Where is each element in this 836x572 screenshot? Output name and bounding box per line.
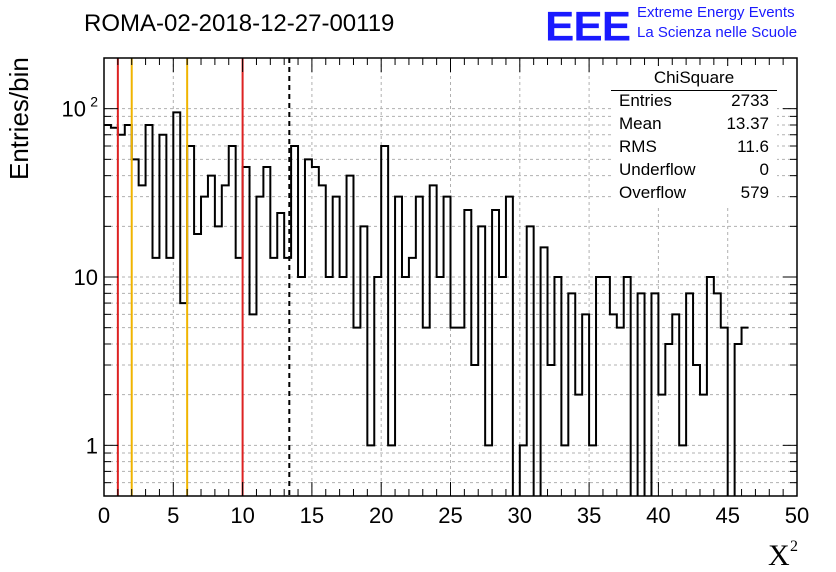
y-tick-label: 1 <box>86 433 98 458</box>
x-tick-label: 10 <box>230 503 254 528</box>
stats-value: 2733 <box>731 91 769 110</box>
x-tick-label: 0 <box>98 503 110 528</box>
x-tick-label: 35 <box>577 503 601 528</box>
x-axis-label-exponent: 2 <box>790 538 798 555</box>
logo-line-1: Extreme Energy Events <box>637 4 795 21</box>
x-tick-label: 25 <box>438 503 462 528</box>
stats-value: 0 <box>759 160 769 179</box>
x-tick-label: 50 <box>785 503 809 528</box>
stats-label: Mean <box>619 114 662 133</box>
x-tick-label: 15 <box>300 503 324 528</box>
stats-divider <box>611 90 777 91</box>
chart-title: ROMA-02-2018-12-27-00119 <box>84 10 395 37</box>
stats-label: RMS <box>619 137 657 156</box>
stats-label: Entries <box>619 91 672 110</box>
x-axis-label: X <box>768 539 790 572</box>
stats-title: ChiSquare <box>653 68 735 87</box>
stats-row-overflow: Overflow 579 <box>619 183 769 206</box>
stats-label: Underflow <box>619 160 696 179</box>
histogram-series <box>104 111 749 496</box>
x-tick-label: 30 <box>508 503 532 528</box>
logo-line-2: La Scienza nelle Scuole <box>637 24 798 41</box>
x-tick-label: 40 <box>646 503 670 528</box>
stats-row-underflow: Underflow 0 <box>619 160 769 183</box>
stats-row-entries: Entries 2733 <box>619 91 769 114</box>
x-tick-label: 5 <box>167 503 179 528</box>
x-tick-label: 20 <box>369 503 393 528</box>
stats-value: 11.6 <box>737 137 769 156</box>
stats-row-rms: RMS 11.6 <box>619 137 769 160</box>
stats-box: ChiSquare Entries 2733 Mean 13.37 RMS 11… <box>611 66 777 206</box>
stats-value: 579 <box>740 183 769 202</box>
y-tick-label-exponent: 2 <box>90 94 98 110</box>
y-tick-label: 10 <box>74 265 98 290</box>
stats-label: Overflow <box>619 183 687 202</box>
x-tick-label: 45 <box>715 503 739 528</box>
stats-value: 13.37 <box>726 114 769 133</box>
eee-logo: EEE <box>545 3 631 50</box>
y-tick-label: 10 <box>62 97 86 122</box>
stats-row-mean: Mean 13.37 <box>619 114 769 137</box>
